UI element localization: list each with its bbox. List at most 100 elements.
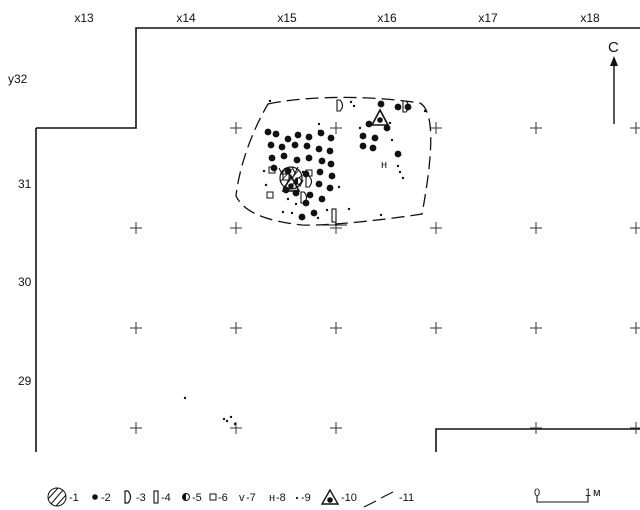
dashed-line-icon (380, 491, 394, 499)
find-dot-small (396, 164, 400, 168)
find-dot-small (262, 169, 266, 173)
scale-zero-label: 0 (534, 487, 540, 499)
find-dot-large (359, 132, 367, 140)
find-dot-small (301, 170, 305, 174)
find-dot-small (347, 207, 351, 211)
triangle-dot (327, 497, 333, 503)
find-dot-large (291, 141, 299, 149)
d-shape-find (402, 100, 410, 113)
find-dot-large (268, 154, 276, 162)
grid-label-x17: x17 (478, 11, 498, 25)
find-dot-large (278, 143, 286, 151)
north-arrow-head (610, 56, 618, 66)
find-dot-small (225, 419, 229, 423)
d-shape-find (300, 191, 308, 204)
triangle-find (370, 108, 390, 126)
find-dot-large (306, 191, 314, 199)
hatch-line (50, 489, 64, 505)
dashed-line-icon (363, 500, 377, 508)
half-filled-circle-fill (294, 177, 298, 185)
legend-number: -4 (161, 492, 171, 504)
find-dot-large (394, 103, 402, 111)
legend-item-6: -6 (209, 492, 228, 504)
find-dot-large (369, 144, 377, 152)
find-dot-large (302, 199, 310, 207)
grid-label-x14: x14 (176, 11, 196, 25)
find-dot-small (281, 210, 285, 214)
find-dot-large (293, 156, 301, 164)
find-dot-large (359, 142, 367, 150)
hatched-circle-icon (47, 487, 67, 507)
triangle-with-dot-icon (320, 488, 340, 505)
find-dot-small (183, 396, 187, 400)
find-dot-small (352, 104, 356, 108)
grid-label-y31: 31 (18, 177, 32, 191)
find-dot-small (233, 422, 237, 426)
find-dot-large (371, 134, 379, 142)
find-dot-large (305, 133, 313, 141)
hatch-line (47, 487, 59, 500)
half-fill (182, 493, 186, 501)
grid-label-x18: x18 (580, 11, 600, 25)
scale-bar-line (536, 496, 589, 503)
legend: -1 -2 -3 -4 -5 -6 v -7 н -8 (47, 487, 414, 508)
find-dot-small (379, 213, 383, 217)
v-mark-find (278, 167, 286, 176)
legend-number: -2 (101, 492, 111, 504)
find-dot-small (268, 99, 272, 103)
legend-item-7: v -7 (239, 492, 256, 504)
find-dot-large (316, 168, 324, 176)
legend-item-10: -10 (320, 488, 357, 505)
legend-item-4: -4 (153, 490, 171, 504)
grid-label-y32: y32 (8, 72, 28, 86)
find-dot-small (325, 208, 329, 212)
find-dot-large (272, 130, 280, 138)
small-square-find (305, 169, 313, 177)
find-dot-small (337, 185, 341, 189)
grid-label-x13: x13 (74, 11, 94, 25)
find-dot-small (390, 138, 394, 142)
find-dot-large (327, 134, 335, 142)
filled-dot-icon (92, 494, 98, 500)
find-dot-small (317, 129, 321, 133)
narrow-rectangle-find (331, 208, 337, 223)
find-dot-small (317, 122, 321, 126)
small-square-find (268, 166, 276, 174)
find-dot-large (267, 141, 275, 149)
find-dot-small (222, 417, 226, 421)
hearth-circle (279, 166, 303, 190)
find-dot-large (377, 100, 385, 108)
find-dot-large (305, 154, 313, 162)
legend-number: -8 (276, 492, 286, 504)
hatch-line (55, 494, 67, 507)
grid-crosses (130, 122, 640, 434)
find-dot-small (286, 197, 290, 201)
find-dot-small (349, 100, 353, 104)
find-dot-large (326, 147, 334, 155)
small-square-find (282, 173, 290, 181)
hearth-hatch (279, 168, 293, 183)
find-dot-small (316, 216, 320, 220)
scale-bar: 0 1 м (534, 487, 601, 503)
v-mark-find (288, 172, 296, 181)
triangle-find-dot (288, 183, 294, 189)
triangle-find-dot (377, 117, 383, 123)
find-dot-small (401, 176, 405, 180)
find-dot-small (290, 211, 294, 215)
legend-number: -10 (341, 492, 357, 504)
find-dot-small (358, 126, 362, 130)
find-dot-large (327, 160, 335, 168)
legend-item-1: -1 (47, 487, 79, 507)
find-dot-large (394, 150, 402, 158)
grid-y-labels: y32 31 30 29 (8, 72, 32, 388)
find-dot-small (264, 183, 268, 187)
find-dot-large (326, 184, 334, 192)
find-dot-small (398, 170, 402, 174)
legend-item-11: -11 (363, 491, 414, 508)
find-dot-large (318, 157, 326, 165)
grid-x-labels: x13 x14 x15 x16 x17 x18 (74, 11, 600, 25)
legend-number: -3 (136, 492, 146, 504)
n-mark-find: н (381, 159, 387, 171)
boundary-line-top (36, 27, 640, 129)
